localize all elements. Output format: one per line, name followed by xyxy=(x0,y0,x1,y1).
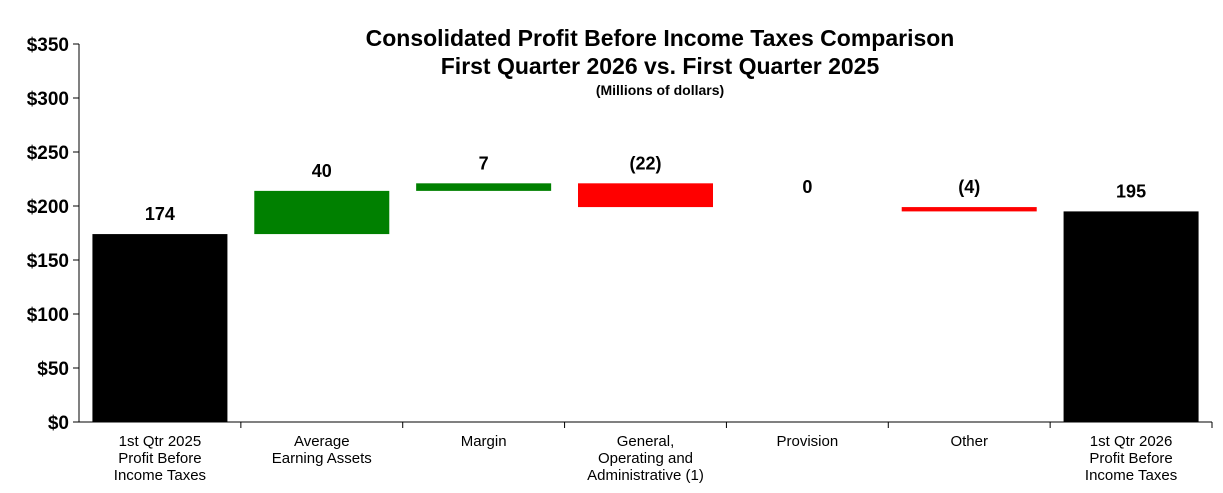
x-category-label: 1st Qtr 2026 xyxy=(1090,433,1173,450)
y-tick-label: $250 xyxy=(27,143,69,164)
y-tick-label: $0 xyxy=(48,413,69,434)
x-category-label: Provision xyxy=(777,433,839,450)
y-tick-label: $350 xyxy=(27,35,69,56)
y-tick-label: $200 xyxy=(27,197,69,218)
data-label: 40 xyxy=(312,161,332,181)
bar xyxy=(1063,211,1199,422)
x-category-label: Margin xyxy=(461,433,507,450)
x-category-label: Income Taxes xyxy=(114,467,206,484)
data-label: (4) xyxy=(958,177,980,197)
data-label: 195 xyxy=(1116,181,1146,201)
x-category-label: Earning Assets xyxy=(272,450,372,467)
bar xyxy=(901,207,1037,212)
x-category-label: Administrative (1) xyxy=(587,467,704,484)
x-category-label: Income Taxes xyxy=(1085,467,1177,484)
x-category-label: 1st Qtr 2025 xyxy=(119,433,202,450)
x-category-label: Operating and xyxy=(598,450,693,467)
data-label: 0 xyxy=(802,177,812,197)
x-category-label: General, xyxy=(617,433,675,450)
bar xyxy=(416,183,552,191)
bar xyxy=(92,234,228,422)
units-note: (Millions of dollars) xyxy=(596,82,724,98)
x-category-label: Profit Before xyxy=(1089,450,1172,467)
chart-subtitle: First Quarter 2026 vs. First Quarter 202… xyxy=(441,53,880,79)
x-category-label: Other xyxy=(950,433,988,450)
bar xyxy=(254,190,390,235)
x-category-label: Average xyxy=(294,433,350,450)
data-label: 7 xyxy=(479,153,489,173)
bar xyxy=(578,183,713,208)
bars xyxy=(92,183,1199,422)
data-label: 174 xyxy=(145,204,175,224)
y-tick-label: $50 xyxy=(37,359,69,380)
x-category-label: Profit Before xyxy=(118,450,201,467)
data-labels: 174 40 7 (22) 0 (4) 195 xyxy=(145,153,1146,224)
y-axis-ticks: $0 $50 $100 $150 $200 $250 $300 $350 xyxy=(27,35,79,434)
y-tick-label: $300 xyxy=(27,89,69,110)
data-label: (22) xyxy=(629,153,661,173)
chart-title: Consolidated Profit Before Income Taxes … xyxy=(366,25,955,51)
y-tick-label: $100 xyxy=(27,305,69,326)
y-tick-label: $150 xyxy=(27,251,69,272)
